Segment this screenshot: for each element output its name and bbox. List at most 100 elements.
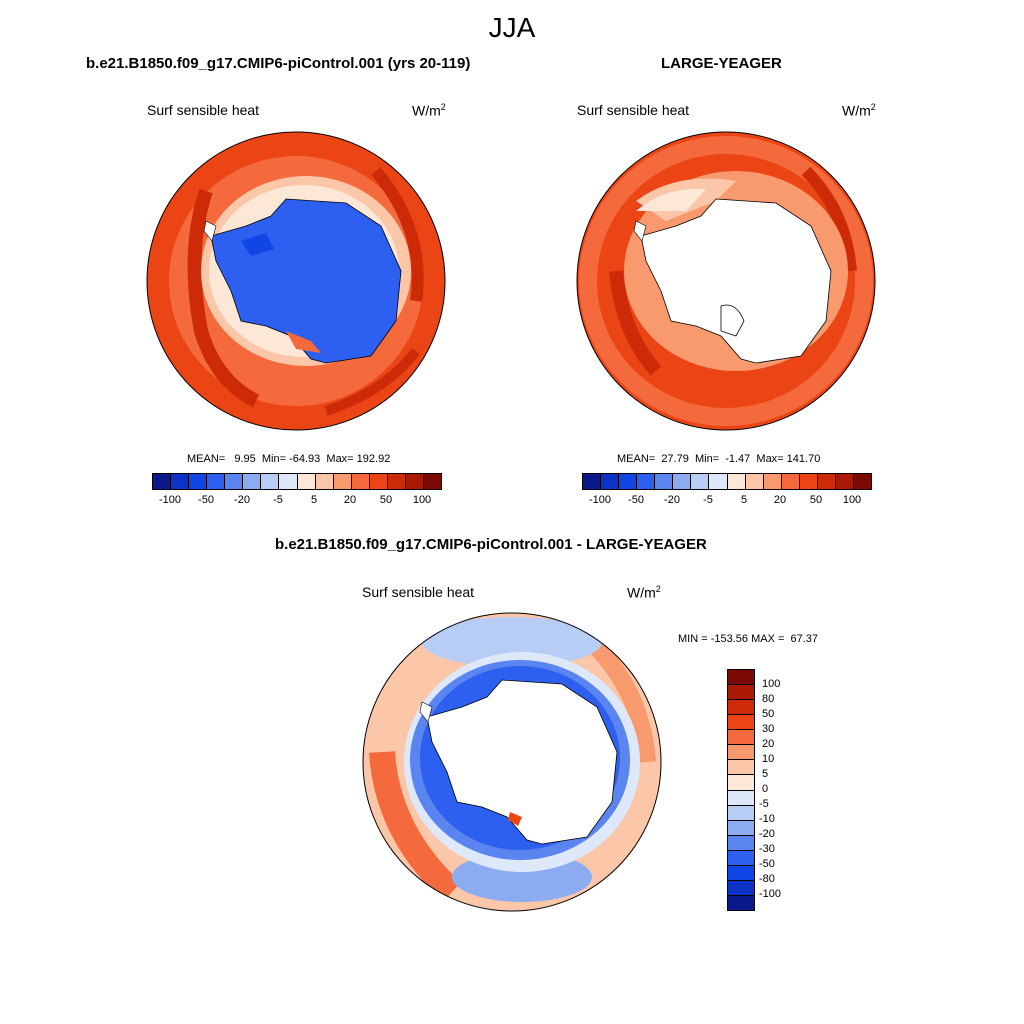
colorbar-tick-label: 30 <box>762 723 775 735</box>
colorbar-swatch <box>333 474 352 489</box>
colorbar-swatch <box>297 474 316 489</box>
colorbar-swatch <box>315 474 334 489</box>
colorbar-tick-label: -80 <box>759 873 775 885</box>
colorbar-swatch <box>728 865 754 881</box>
colorbar-swatch <box>728 730 754 746</box>
colorbar-swatch <box>763 474 782 489</box>
colorbar-tick-label: 100 <box>842 494 862 506</box>
colorbar-tick-label: 20 <box>773 494 787 506</box>
colorbar-swatch <box>189 474 208 489</box>
colorbar-swatch <box>728 895 754 910</box>
colorbar-swatch <box>691 474 710 489</box>
colorbar-tick-label: -5 <box>273 494 283 506</box>
colorbar-swatch <box>423 474 441 489</box>
obs-panel-title: LARGE-YEAGER <box>661 55 782 72</box>
colorbar-tick-label: 50 <box>809 494 823 506</box>
colorbar-swatch <box>351 474 370 489</box>
colorbar-tick-label: -100 <box>759 888 782 900</box>
colorbar-swatch <box>728 745 754 761</box>
colorbar-tick-label: -50 <box>198 494 214 506</box>
colorbar-swatch <box>728 685 754 701</box>
colorbar-tick-label: 100 <box>412 494 432 506</box>
colorbar-swatch <box>673 474 692 489</box>
colorbar-swatch <box>387 474 406 489</box>
colorbar-swatch <box>728 805 754 821</box>
colorbar-swatch <box>153 474 172 489</box>
control-variable-label: Surf sensible heat <box>147 102 260 118</box>
colorbar-swatch <box>728 715 754 731</box>
colorbar-swatch <box>728 700 754 716</box>
colorbar-tick-label: -50 <box>628 494 644 506</box>
colorbar-tick-label: 20 <box>762 738 775 750</box>
colorbar-swatch <box>728 835 754 851</box>
control-colorbar-labels: -100 -50 -20 -5 5 20 50 100 <box>152 494 440 508</box>
obs-polar-map <box>576 131 876 431</box>
colorbar-tick-label: 0 <box>762 783 769 795</box>
colorbar-tick-label: -5 <box>759 798 769 810</box>
colorbar-tick-label: -100 <box>588 494 612 506</box>
diff-variable-label: Surf sensible heat <box>362 584 475 600</box>
colorbar-swatch <box>728 880 754 896</box>
obs-stats: MEAN= 27.79 Min= -1.47 Max= 141.70 <box>617 453 821 465</box>
colorbar-tick-label: -100 <box>158 494 182 506</box>
colorbar-swatch <box>728 775 754 791</box>
colorbar-tick-label: -30 <box>759 843 775 855</box>
figure-title: JJA <box>488 12 536 43</box>
diff-colorbar-labels: 100 80 50 30 20 10 5 0 -5 -10 -20 -30 -50 -80 -100 <box>759 669 802 909</box>
colorbar-swatch <box>405 474 424 489</box>
colorbar-swatch <box>728 760 754 776</box>
colorbar-swatch <box>583 474 602 489</box>
colorbar-swatch <box>728 820 754 836</box>
diff-colorbar <box>727 669 755 911</box>
colorbar-swatch <box>261 474 280 489</box>
colorbar-swatch <box>781 474 800 489</box>
colorbar-swatch <box>817 474 836 489</box>
colorbar-swatch <box>369 474 388 489</box>
colorbar-swatch <box>171 474 190 489</box>
colorbar-tick-label: -10 <box>759 813 775 825</box>
colorbar-swatch <box>709 474 728 489</box>
colorbar-swatch <box>619 474 638 489</box>
colorbar-tick-label: -5 <box>703 494 713 506</box>
control-polar-map <box>146 131 446 431</box>
control-colorbar <box>152 473 442 490</box>
control-panel-title: b.e21.B1850.f09_g17.CMIP6-piControl.001 … <box>86 55 471 72</box>
colorbar-tick-label: 50 <box>762 708 775 720</box>
colorbar-swatch <box>745 474 764 489</box>
colorbar-tick-label: 100 <box>762 678 781 690</box>
colorbar-tick-label: -20 <box>664 494 680 506</box>
obs-units-label: W/m2 <box>842 102 876 119</box>
control-units-label: W/m2 <box>412 102 446 119</box>
colorbar-swatch <box>799 474 818 489</box>
colorbar-swatch <box>637 474 656 489</box>
obs-colorbar <box>582 473 872 490</box>
colorbar-tick-label: -20 <box>759 828 775 840</box>
diff-units-label: W/m2 <box>627 584 661 601</box>
colorbar-tick-label: 5 <box>740 494 748 506</box>
colorbar-tick-label: -50 <box>759 858 775 870</box>
colorbar-swatch <box>727 474 746 489</box>
colorbar-swatch <box>655 474 674 489</box>
colorbar-tick-label: 5 <box>310 494 318 506</box>
diff-polar-map <box>362 612 662 912</box>
colorbar-swatch <box>835 474 854 489</box>
colorbar-swatch <box>728 670 754 686</box>
colorbar-swatch <box>279 474 298 489</box>
colorbar-tick-label: 10 <box>762 753 775 765</box>
colorbar-swatch <box>207 474 226 489</box>
colorbar-swatch <box>853 474 871 489</box>
diff-panel-title: b.e21.B1850.f09_g17.CMIP6-piControl.001 … <box>275 536 707 553</box>
colorbar-swatch <box>601 474 620 489</box>
colorbar-swatch <box>728 790 754 806</box>
diff-stats: MIN = -153.56 MAX = 67.37 <box>678 633 819 645</box>
colorbar-tick-label: 20 <box>343 494 357 506</box>
colorbar-tick-label: 5 <box>762 768 769 780</box>
colorbar-tick-label: 50 <box>379 494 393 506</box>
control-stats: MEAN= 9.95 Min= -64.93 Max= 192.92 <box>187 453 391 465</box>
colorbar-tick-label: -20 <box>234 494 250 506</box>
colorbar-swatch <box>225 474 244 489</box>
colorbar-swatch <box>728 850 754 866</box>
obs-colorbar-labels: -100 -50 -20 -5 5 20 50 100 <box>582 494 870 508</box>
colorbar-swatch <box>243 474 262 489</box>
colorbar-tick-label: 80 <box>762 693 775 705</box>
